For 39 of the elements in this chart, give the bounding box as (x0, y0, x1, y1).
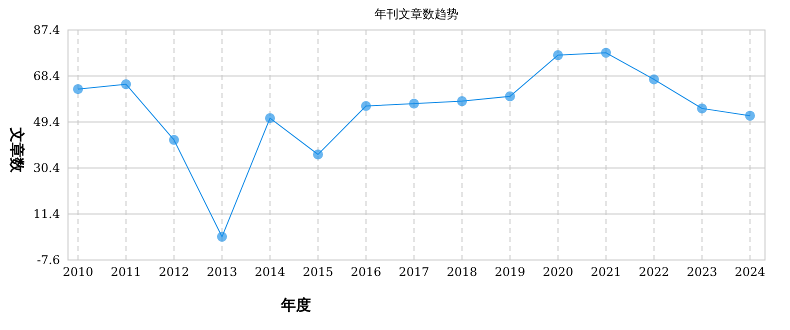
y-axis-title: 文章数 (8, 126, 26, 174)
y-tick-label: 68.4 (33, 69, 60, 83)
y-tick-label: 30.4 (33, 161, 60, 175)
x-tick-label: 2010 (62, 265, 94, 279)
x-tick-label: 2022 (638, 265, 670, 279)
chart-title: 年刊文章数趋势 (374, 7, 458, 21)
x-tick-label: 2011 (110, 265, 142, 279)
x-tick-label: 2018 (446, 265, 478, 279)
x-tick-label: 2013 (206, 265, 238, 279)
y-tick-label: 11.4 (33, 207, 60, 221)
point (361, 101, 371, 112)
x-tick-label: 2020 (542, 265, 574, 279)
point (217, 232, 227, 242)
x-axis-title: 年度 (280, 296, 311, 314)
x-tick-label: 2023 (686, 265, 718, 279)
y-tick-label: -7.6 (36, 253, 60, 267)
x-tick-label: 2012 (158, 265, 190, 279)
point (169, 134, 179, 145)
point (649, 74, 659, 84)
x-tick-label: 2014 (254, 265, 286, 279)
y-tick-label: 87.4 (33, 23, 60, 37)
point (697, 103, 707, 114)
y-tick-label: 49.4 (33, 115, 60, 129)
point (553, 50, 563, 60)
point (313, 149, 323, 160)
point (121, 79, 131, 90)
x-tick-label: 2015 (302, 265, 334, 279)
x-tick-label: 2016 (350, 265, 382, 279)
point (409, 98, 419, 109)
x-tick-label: 2024 (734, 265, 766, 279)
point (457, 96, 467, 106)
point (505, 91, 515, 102)
point (745, 110, 755, 121)
point (265, 113, 275, 124)
x-tick-label: 2021 (590, 265, 622, 279)
x-tick-label: 2017 (398, 265, 430, 279)
point (73, 84, 83, 94)
point (601, 48, 611, 58)
x-tick-label: 2019 (494, 265, 526, 279)
